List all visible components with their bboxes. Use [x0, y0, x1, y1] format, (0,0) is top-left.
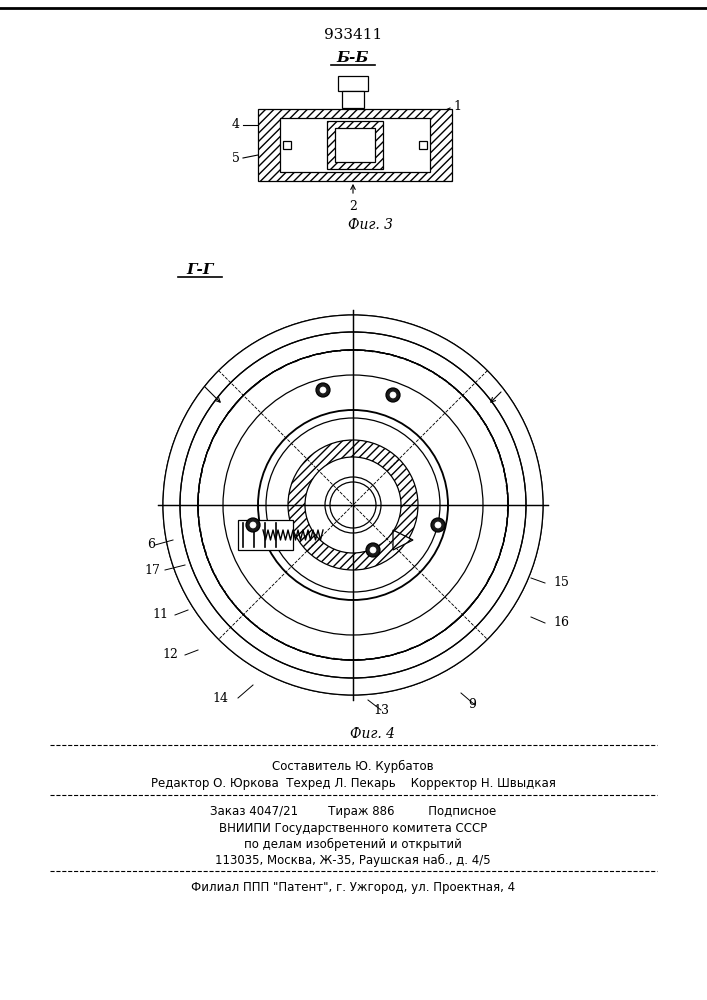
Circle shape [250, 522, 256, 528]
Text: Редактор О. Юркова  Техред Л. Пекарь    Корректор Н. Швыдкая: Редактор О. Юркова Техред Л. Пекарь Корр… [151, 777, 556, 790]
Circle shape [320, 387, 326, 393]
Bar [335, 128, 375, 162]
Text: 2: 2 [349, 200, 357, 213]
Text: 933411: 933411 [324, 28, 382, 42]
Text: Филиал ППП "Патент", г. Ужгород, ул. Проектная, 4: Филиал ППП "Патент", г. Ужгород, ул. Про… [191, 881, 515, 894]
Text: 4: 4 [232, 118, 240, 131]
Text: Б-Б: Б-Б [337, 51, 369, 65]
Circle shape [390, 392, 396, 398]
Text: 16: 16 [553, 616, 569, 630]
Text: 15: 15 [553, 576, 569, 589]
Bar [258, 109, 452, 181]
Circle shape [258, 410, 448, 600]
Text: 113035, Москва, Ж-35, Раушская наб., д. 4/5: 113035, Москва, Ж-35, Раушская наб., д. … [215, 854, 491, 867]
Circle shape [435, 522, 441, 528]
Text: Заказ 4047/21        Тираж 886         Подписное: Заказ 4047/21 Тираж 886 Подписное [210, 805, 496, 818]
Text: Фиг. 3: Фиг. 3 [348, 218, 392, 232]
Text: Г-Г: Г-Г [187, 263, 214, 277]
Text: 1: 1 [453, 101, 461, 113]
Circle shape [222, 374, 484, 636]
Text: Составитель Ю. Курбатов: Составитель Ю. Курбатов [272, 760, 434, 773]
Circle shape [180, 332, 526, 678]
Text: 11: 11 [152, 608, 168, 621]
Text: 13: 13 [373, 704, 389, 716]
Circle shape [246, 518, 260, 532]
Bar [419, 141, 427, 149]
Bar [283, 141, 291, 149]
Bar [327, 121, 383, 169]
Bar [342, 91, 364, 108]
Text: 6: 6 [147, 538, 155, 552]
Bar [280, 118, 430, 172]
Text: ВНИИПИ Государственного комитета СССР: ВНИИПИ Государственного комитета СССР [219, 822, 487, 835]
Circle shape [198, 350, 508, 660]
Circle shape [163, 315, 543, 695]
Text: по делам изобретений и открытий: по делам изобретений и открытий [244, 838, 462, 851]
Circle shape [386, 388, 400, 402]
Circle shape [305, 457, 401, 553]
Text: 17: 17 [144, 564, 160, 576]
Text: Фиг. 4: Фиг. 4 [351, 727, 395, 741]
Circle shape [223, 375, 483, 635]
Bar [327, 121, 383, 169]
Circle shape [366, 543, 380, 557]
Circle shape [316, 383, 330, 397]
Circle shape [199, 351, 507, 659]
Polygon shape [393, 530, 413, 550]
Circle shape [330, 482, 376, 528]
Text: 14: 14 [212, 692, 228, 704]
Circle shape [198, 350, 508, 660]
Circle shape [288, 440, 418, 570]
Text: 12: 12 [162, 648, 178, 662]
Text: 5: 5 [232, 151, 240, 164]
Circle shape [325, 477, 381, 533]
Bar [338, 76, 368, 91]
Circle shape [370, 547, 376, 553]
Bar [238, 520, 293, 550]
Circle shape [163, 315, 543, 695]
Text: 9: 9 [468, 698, 476, 712]
Bar [258, 109, 452, 181]
Circle shape [431, 518, 445, 532]
